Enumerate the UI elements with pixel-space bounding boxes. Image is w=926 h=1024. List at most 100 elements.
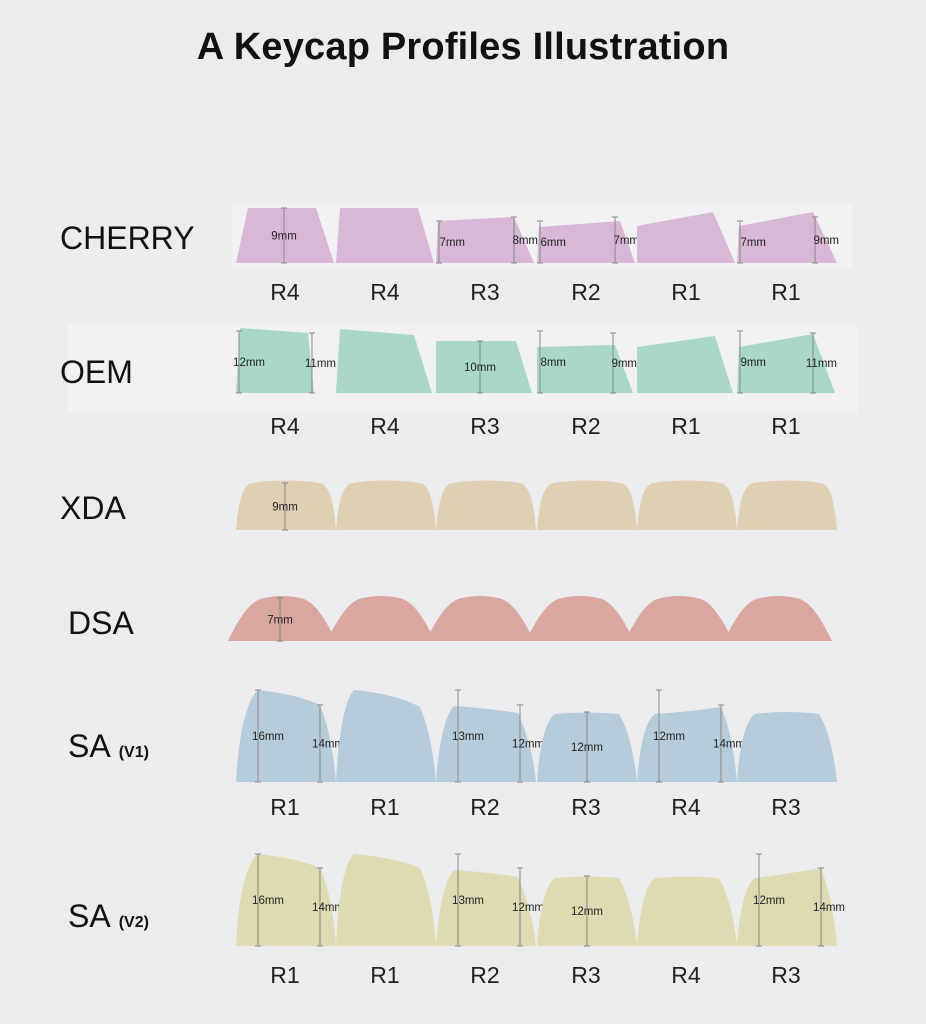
keycap: R1 [637, 336, 733, 439]
row-label: R4 [270, 413, 300, 439]
keycap: 12mm R3 [537, 711, 637, 820]
height-label-right: 9mm [813, 235, 839, 247]
row-label: R3 [771, 962, 800, 988]
keycap [436, 480, 536, 530]
row-label: R4 [370, 413, 400, 439]
keycap: 12mm 14mm R3 [737, 853, 845, 988]
profile-name: CHERRY [60, 220, 195, 256]
height-label-left: 6mm [540, 237, 566, 249]
keycap: 12mm 14mm R4 [637, 689, 745, 820]
height-label-right: 12mm [512, 902, 544, 914]
profile-label-sa-v2: SA (V2) [68, 898, 149, 935]
keycap-shape [724, 596, 832, 641]
keycap: 7mm 8mm R3 [436, 216, 538, 305]
keycap-shape [637, 480, 737, 530]
row-label: R3 [771, 794, 800, 820]
profile-row: 16mm 14mm R1 R1 13mm 12mm R2 12mm R3 R4 12mm 14mm R3 [236, 853, 845, 988]
keycap: R1 [336, 854, 436, 988]
row-label: R1 [270, 794, 299, 820]
keycap [336, 480, 436, 530]
profile-row: 12mm 11mm R4 R4 10mm R3 8mm 9mm R2 R1 9mm 11mm R1 [233, 328, 837, 439]
row-label: R4 [671, 794, 701, 820]
row-label: R2 [470, 962, 499, 988]
keycap-shape [436, 870, 536, 946]
height-label-right: 9mm [611, 358, 637, 370]
keycap: 9mm R4 [236, 207, 334, 305]
row-label: R1 [771, 279, 800, 305]
height-label-left: 16mm [252, 731, 284, 743]
height-label-center: 9mm [272, 502, 298, 514]
keycap: R4 [336, 329, 432, 439]
height-label-left: 16mm [252, 895, 284, 907]
row-label: R1 [370, 794, 399, 820]
height-label-left: 7mm [439, 237, 465, 249]
height-label-right: 8mm [512, 235, 538, 247]
keycap-shape [436, 480, 536, 530]
keycap-shape [426, 596, 534, 641]
profile-row: 9mm R4 R4 7mm 8mm R3 6mm 7mm R2 R1 7mm 9mm R1 [236, 207, 839, 305]
keycap-shape [537, 345, 633, 393]
profile-label-oem: OEM [60, 354, 133, 391]
keycap: 16mm 14mm R1 [236, 853, 344, 988]
keycap: R1 [637, 212, 735, 305]
keycap [724, 596, 832, 641]
row-label: R1 [270, 962, 299, 988]
row-label: R4 [671, 962, 701, 988]
height-label-left: 7mm [740, 237, 766, 249]
keycap-shape [737, 334, 835, 393]
keycap-shape [236, 854, 336, 946]
keycap-shape [637, 707, 737, 782]
height-label-center: 7mm [267, 615, 293, 627]
keycap: 8mm 9mm R2 [537, 330, 637, 439]
keycap-shape [637, 212, 735, 263]
keycap: 9mm 11mm R1 [737, 330, 837, 439]
keycap [327, 596, 435, 641]
keycap-shape [228, 596, 336, 641]
height-label-left: 8mm [540, 357, 566, 369]
height-label-right: 14mm [312, 739, 344, 751]
keycap: 16mm 14mm R1 [236, 689, 344, 820]
profile-row: 7mm [228, 596, 832, 642]
profile-label-dsa: DSA [68, 605, 134, 642]
row-label: R3 [571, 962, 600, 988]
profile-label-xda: XDA [60, 490, 126, 527]
row-label: R2 [470, 794, 499, 820]
keycap-shape [637, 336, 733, 393]
keycap-shape [336, 854, 436, 946]
profile-version: (V1) [118, 744, 149, 761]
profile-name: SA [68, 728, 111, 764]
keycap-shape [236, 208, 334, 263]
profile-name: SA [68, 898, 111, 934]
keycap-shape [236, 690, 336, 782]
profile-name: XDA [60, 490, 126, 526]
keycap [537, 480, 637, 530]
keycap-shape [737, 712, 837, 782]
height-label-right: 12mm [512, 739, 544, 751]
row-label: R2 [571, 279, 600, 305]
height-label-center: 12mm [571, 742, 603, 754]
keycap-shape [537, 221, 635, 263]
profile-label-cherry: CHERRY [60, 220, 195, 257]
height-label-left: 12mm [653, 731, 685, 743]
keycap-shape [236, 480, 336, 530]
row-label: R1 [671, 279, 700, 305]
keycap-shape [526, 596, 634, 641]
height-label-left: 9mm [740, 357, 766, 369]
height-label-right: 14mm [713, 739, 745, 751]
keycap-shape [327, 596, 435, 641]
keycap [737, 480, 837, 530]
keycap-shape [625, 596, 733, 641]
row-label: R1 [370, 962, 399, 988]
keycap-shape [336, 480, 436, 530]
profile-row: 16mm 14mm R1 R1 13mm 12mm R2 12mm R3 12mm 14mm R4 R3 [236, 689, 837, 820]
height-label-center: 12mm [571, 906, 603, 918]
height-label-left: 12mm [233, 357, 265, 369]
height-label-right: 11mm [806, 358, 837, 370]
keycap [637, 480, 737, 530]
profile-row: 9mm [236, 480, 837, 531]
profile-version: (V2) [118, 914, 149, 931]
keycap-shape [436, 341, 532, 393]
keycap-shape [637, 876, 737, 946]
row-label: R3 [470, 279, 499, 305]
